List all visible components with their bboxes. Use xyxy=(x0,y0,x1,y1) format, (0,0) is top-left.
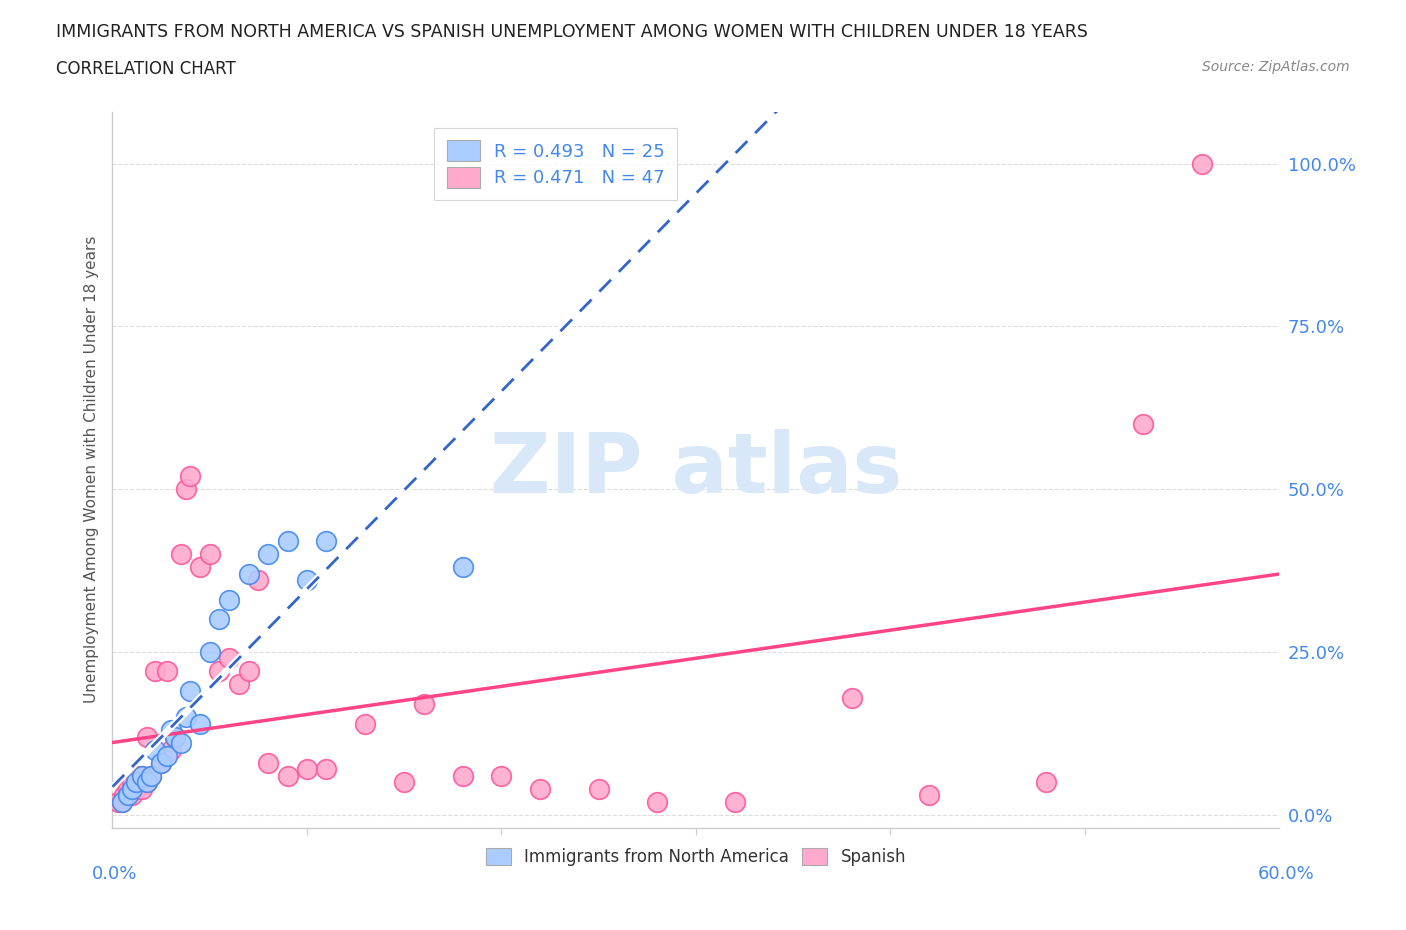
Point xyxy=(238,566,260,581)
Point xyxy=(131,781,153,796)
Point xyxy=(117,788,139,803)
Point xyxy=(156,664,179,679)
Point xyxy=(529,781,551,796)
Point xyxy=(111,794,134,809)
Point xyxy=(295,573,318,588)
Point xyxy=(176,482,198,497)
Point xyxy=(247,573,270,588)
Point xyxy=(645,794,668,809)
Y-axis label: Unemployment Among Women with Children Under 18 years: Unemployment Among Women with Children U… xyxy=(83,236,98,703)
Point xyxy=(276,768,298,783)
Point xyxy=(179,684,201,698)
Point xyxy=(491,768,513,783)
Point xyxy=(169,736,191,751)
Point xyxy=(136,775,159,790)
Point xyxy=(228,677,250,692)
Text: CORRELATION CHART: CORRELATION CHART xyxy=(56,60,236,78)
Point xyxy=(188,716,211,731)
Text: Source: ZipAtlas.com: Source: ZipAtlas.com xyxy=(1202,60,1350,74)
Point xyxy=(141,768,163,783)
Point xyxy=(315,534,337,549)
Point xyxy=(198,644,221,659)
Text: IMMIGRANTS FROM NORTH AMERICA VS SPANISH UNEMPLOYMENT AMONG WOMEN WITH CHILDREN : IMMIGRANTS FROM NORTH AMERICA VS SPANISH… xyxy=(56,23,1088,41)
Point xyxy=(1191,156,1213,171)
Point xyxy=(841,690,863,705)
Point xyxy=(218,592,240,607)
Point xyxy=(276,534,298,549)
Point xyxy=(141,768,163,783)
Point xyxy=(125,781,148,796)
Point xyxy=(188,560,211,575)
Point xyxy=(412,697,434,711)
Point xyxy=(257,755,280,770)
Point xyxy=(150,755,173,770)
Point xyxy=(131,768,153,783)
Point xyxy=(150,755,173,770)
Point xyxy=(121,788,143,803)
Point xyxy=(136,775,159,790)
Point xyxy=(295,762,318,777)
Point xyxy=(724,794,747,809)
Point xyxy=(125,768,148,783)
Point xyxy=(111,794,134,809)
Point xyxy=(121,775,143,790)
Point xyxy=(451,768,474,783)
Point xyxy=(238,664,260,679)
Text: ZIP atlas: ZIP atlas xyxy=(489,429,903,511)
Point xyxy=(176,710,198,724)
Legend: Immigrants from North America, Spanish: Immigrants from North America, Spanish xyxy=(479,842,912,873)
Point xyxy=(163,729,186,744)
Point xyxy=(315,762,337,777)
Point xyxy=(208,612,231,627)
Text: 0.0%: 0.0% xyxy=(91,865,136,883)
Point xyxy=(1132,417,1154,432)
Point xyxy=(394,775,416,790)
Point xyxy=(918,788,941,803)
Point xyxy=(160,723,183,737)
Point xyxy=(136,729,159,744)
Point xyxy=(131,768,153,783)
Point xyxy=(169,547,191,562)
Point xyxy=(143,664,166,679)
Point xyxy=(107,794,129,809)
Point xyxy=(121,781,143,796)
Point xyxy=(208,664,231,679)
Point xyxy=(588,781,610,796)
Text: 60.0%: 60.0% xyxy=(1258,865,1315,883)
Point xyxy=(198,547,221,562)
Point xyxy=(257,547,280,562)
Point xyxy=(112,788,135,803)
Point xyxy=(451,560,474,575)
Point xyxy=(125,775,148,790)
Point xyxy=(218,651,240,666)
Point xyxy=(354,716,377,731)
Point xyxy=(143,742,166,757)
Point xyxy=(117,788,139,803)
Point xyxy=(160,742,183,757)
Point xyxy=(1035,775,1057,790)
Point xyxy=(163,729,186,744)
Point xyxy=(179,469,201,484)
Point xyxy=(156,749,179,764)
Point xyxy=(117,781,139,796)
